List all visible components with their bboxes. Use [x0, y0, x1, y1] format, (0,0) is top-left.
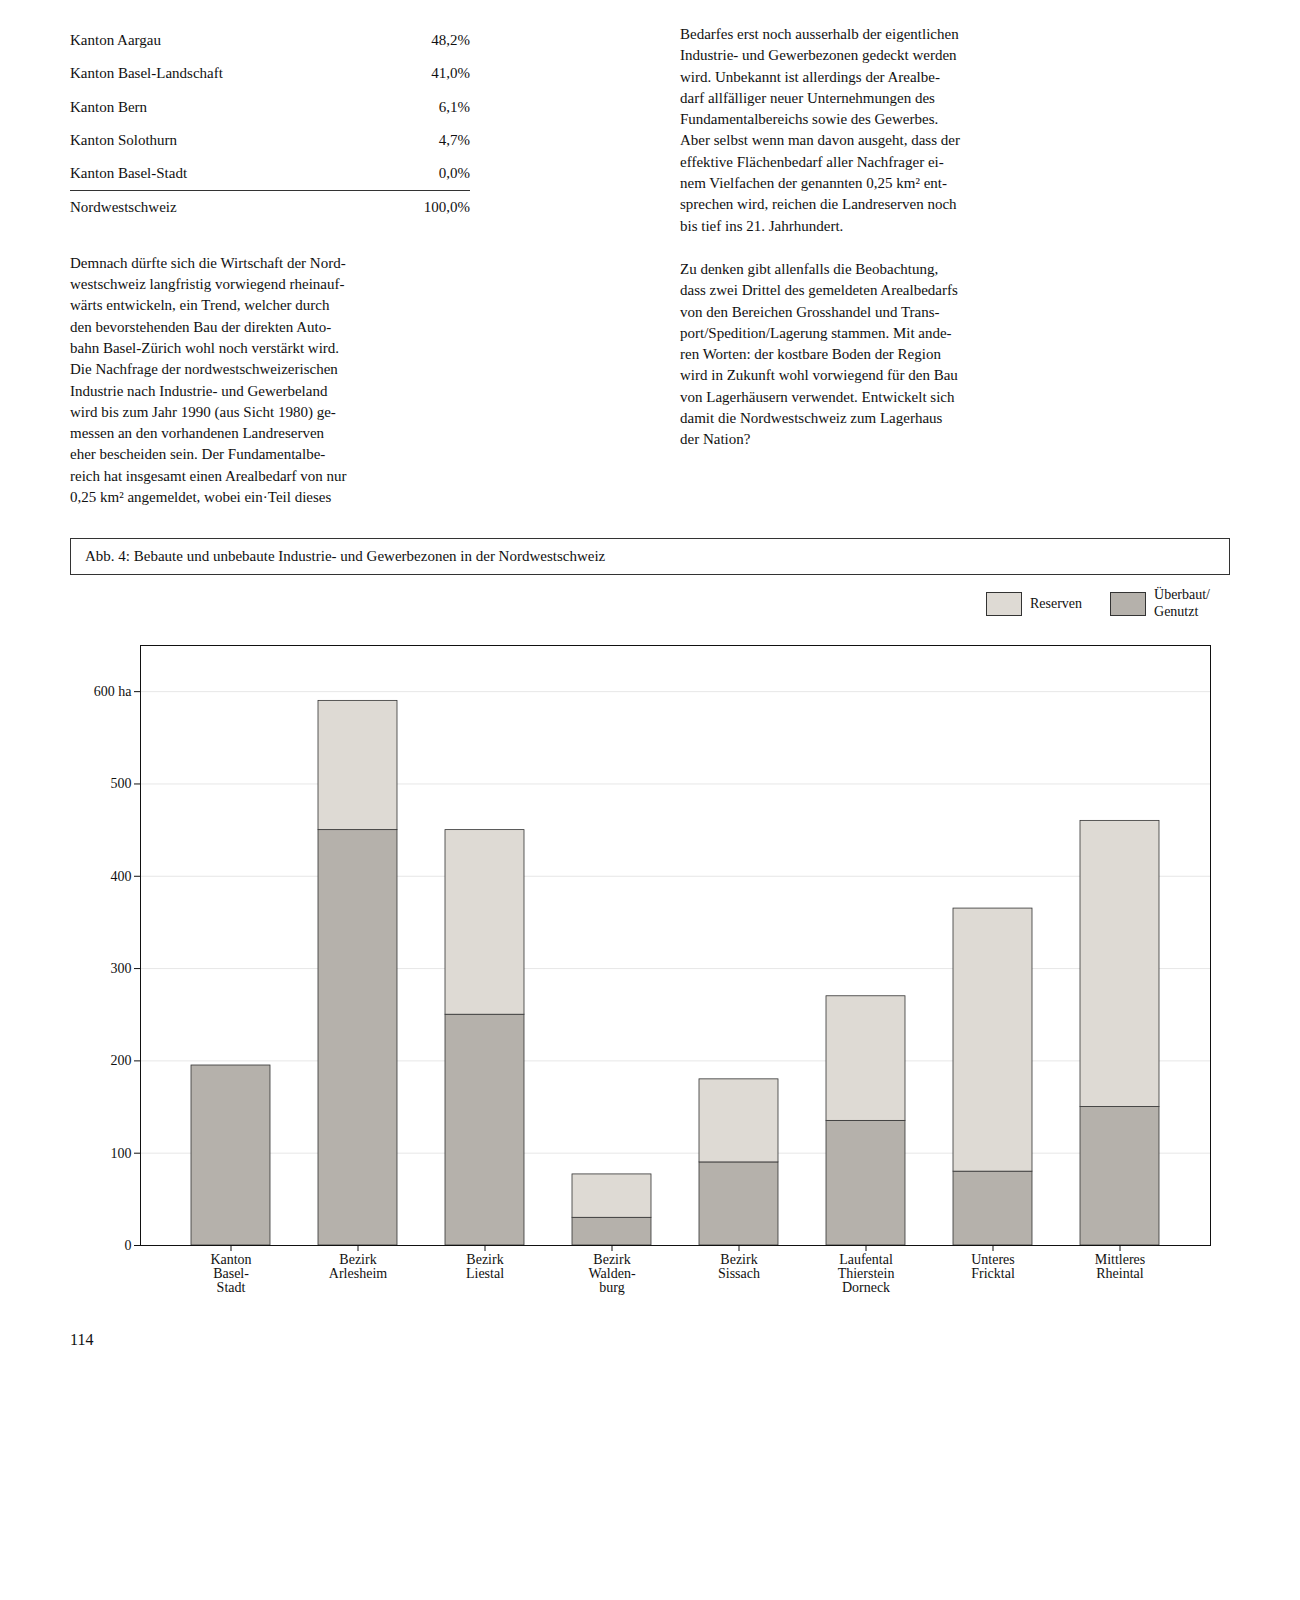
html-text:Kanton Basel-Landschaft: Kanton Basel-Landschaft	[70, 65, 223, 82]
html-text:4,7%: 4,7%	[438, 131, 470, 148]
html-text:Demnach dürfte sich die Wirtsc: Demnach dürfte sich die Wirtschaft der N…	[70, 254, 347, 505]
svg-text:0: 0	[125, 1238, 132, 1253]
html-text:Abb. 4: Bebaute und unbebaute: Abb. 4: Bebaute und unbebaute Industrie-…	[85, 548, 606, 565]
svg-text:300: 300	[111, 961, 132, 976]
svg-text:LaufentalThiersteinDorneck: LaufentalThiersteinDorneck	[838, 1252, 895, 1295]
html-text:Kanton Aargau: Kanton Aargau	[70, 32, 161, 48]
html-text:Kanton Basel-Stadt: Kanton Basel-Stadt	[70, 165, 188, 182]
svg-text:500: 500	[111, 776, 132, 791]
html-text:Zu denken gibt allenfalls die: Zu denken gibt allenfalls die Beobachtun…	[680, 261, 958, 448]
html-text:48,2%: 48,2%	[431, 32, 470, 48]
svg-text:KantonBasel-Stadt: KantonBasel-Stadt	[210, 1252, 251, 1295]
svg-text:BezirkWalden-burg: BezirkWalden-burg	[588, 1252, 635, 1295]
html-text:Überbaut/ Genutzt: Überbaut/ Genutzt	[1154, 587, 1210, 620]
svg-text:BezirkArlesheim: BezirkArlesheim	[329, 1252, 387, 1281]
html-text:Bedarfes erst noch ausserhalb: Bedarfes erst noch ausserhalb der eigent…	[680, 26, 960, 234]
html-text:Reserven: Reserven	[1029, 595, 1082, 611]
svg-text:BezirkLiestal: BezirkLiestal	[466, 1252, 504, 1281]
html-text:41,0%: 41,0%	[431, 65, 470, 82]
html-text:6,1%: 6,1%	[438, 98, 470, 115]
html-text:Kanton Solothurn: Kanton Solothurn	[70, 131, 178, 148]
svg-text:400: 400	[111, 869, 132, 884]
html-text:0,0%: 0,0%	[438, 165, 470, 182]
svg-text:BezirkSissach: BezirkSissach	[718, 1252, 760, 1281]
html-text:100,0%: 100,0%	[423, 199, 470, 216]
html-text:114: 114	[70, 1330, 94, 1348]
svg-text:200: 200	[111, 1053, 132, 1068]
html-text:Nordwestschweiz: Nordwestschweiz	[70, 199, 177, 216]
svg-text:600 ha: 600 ha	[94, 684, 133, 699]
svg-text:UnteresFricktal: UnteresFricktal	[971, 1252, 1015, 1281]
html-text:Kanton Bern: Kanton Bern	[70, 98, 148, 115]
svg-text:MittleresRheintal: MittleresRheintal	[1095, 1252, 1146, 1281]
svg-text:100: 100	[111, 1146, 132, 1161]
